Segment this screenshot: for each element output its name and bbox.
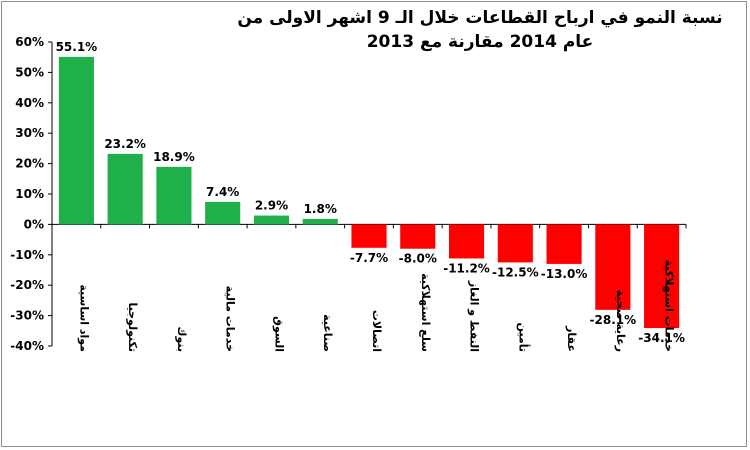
category-label: تكنولوجيا bbox=[126, 303, 139, 353]
category-label: اتصالات bbox=[370, 310, 383, 352]
data-label: -12.5% bbox=[492, 265, 539, 279]
data-label: 1.8% bbox=[304, 202, 337, 216]
bar bbox=[400, 224, 436, 249]
bar bbox=[205, 201, 241, 225]
data-label: -28.1% bbox=[590, 313, 637, 327]
bar bbox=[448, 224, 485, 259]
y-tick-label: 10% bbox=[15, 187, 44, 201]
y-tick-label: -10% bbox=[10, 248, 44, 262]
y-tick-label: -30% bbox=[10, 309, 44, 323]
chart-title: نسبة النمو في ارباح القطاعات خلال الـ 9 … bbox=[237, 8, 723, 52]
data-label: -7.7% bbox=[350, 251, 388, 265]
category-label: بنوك bbox=[175, 326, 188, 352]
category-label: خدمات استهلاكية bbox=[663, 260, 676, 352]
y-tick-label: 50% bbox=[15, 65, 44, 79]
category-label: مواد اساسية bbox=[77, 284, 90, 352]
category-label: السوق bbox=[272, 316, 285, 352]
data-label: 23.2% bbox=[104, 137, 146, 151]
bars bbox=[58, 56, 680, 329]
category-label: النفط و الغاز bbox=[468, 280, 481, 352]
y-tick-label: -20% bbox=[10, 278, 44, 292]
y-tick-label: 0% bbox=[24, 217, 44, 231]
data-label: -8.0% bbox=[399, 252, 437, 266]
bar bbox=[58, 56, 94, 225]
data-label: 18.9% bbox=[153, 150, 195, 164]
data-labels: 55.1% 23.2% 18.9% 7.4% 2.9% 1.8% -7.7% -8.0% -11… bbox=[56, 40, 685, 345]
y-tick-label: 60% bbox=[15, 35, 44, 49]
bar bbox=[546, 224, 582, 264]
data-label: 55.1% bbox=[56, 40, 98, 54]
bar bbox=[497, 224, 533, 263]
y-tick-label: 30% bbox=[15, 126, 44, 140]
bar bbox=[351, 224, 387, 248]
data-label: -11.2% bbox=[443, 261, 490, 275]
bar bbox=[644, 224, 680, 329]
y-tick-label: -40% bbox=[10, 339, 44, 353]
y-tick-label: 40% bbox=[15, 96, 44, 110]
data-label: -34.1% bbox=[638, 331, 685, 345]
data-label: 2.9% bbox=[255, 199, 288, 213]
category-labels: مواد اساسية تكنولوجيا بنوك خدمات مالية السوق… bbox=[77, 260, 675, 352]
bar bbox=[107, 153, 143, 225]
y-tick-label: 20% bbox=[15, 157, 44, 171]
category-label: عقار bbox=[565, 325, 578, 352]
category-label: خدمات مالية bbox=[224, 286, 237, 352]
bar bbox=[156, 166, 192, 225]
data-label: 7.4% bbox=[206, 185, 239, 199]
bar bbox=[253, 215, 290, 225]
bar bbox=[595, 224, 631, 310]
category-label: تأمين bbox=[516, 323, 530, 352]
category-label: رعاية صحية bbox=[614, 290, 627, 352]
data-label: -13.0% bbox=[541, 267, 588, 281]
category-label: صناعية bbox=[321, 314, 334, 352]
bar bbox=[302, 218, 338, 225]
category-label: سلع استهلاكية bbox=[419, 273, 432, 352]
